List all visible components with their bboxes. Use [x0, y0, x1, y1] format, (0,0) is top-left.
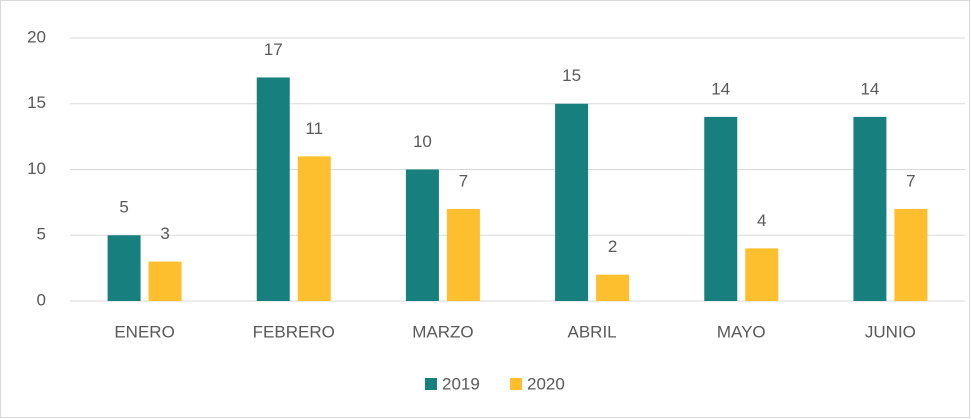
bar [555, 103, 589, 301]
bar [853, 116, 887, 302]
data-label: 5 [119, 198, 128, 217]
data-label: 11 [305, 119, 323, 138]
bar [596, 274, 630, 301]
data-label: 17 [264, 40, 283, 59]
x-tick-label: ABRIL [568, 322, 617, 341]
y-tick-label: 0 [37, 290, 46, 309]
x-tick-label: FEBRERO [253, 322, 335, 341]
bar [297, 156, 331, 301]
legend-label: 2019 [442, 374, 480, 393]
data-label: 7 [906, 171, 915, 190]
x-tick-label: MAYO [717, 322, 766, 341]
legend-swatch [510, 378, 522, 390]
data-label: 15 [562, 66, 581, 85]
bar [446, 208, 480, 301]
y-tick-label: 10 [27, 159, 46, 178]
data-label: 3 [160, 224, 169, 243]
bar [107, 235, 141, 301]
x-tick-label: ENERO [114, 322, 174, 341]
bar [148, 261, 182, 301]
y-tick-label: 20 [27, 27, 46, 46]
data-label: 14 [860, 79, 879, 98]
data-label: 7 [459, 171, 468, 190]
x-tick-label: JUNIO [865, 322, 916, 341]
bar [894, 208, 928, 301]
data-label: 2 [608, 237, 617, 256]
bar [405, 169, 439, 301]
data-label: 4 [757, 211, 766, 230]
legend-label: 2020 [527, 374, 565, 393]
x-tick-label: MARZO [412, 322, 473, 341]
data-label: 10 [413, 132, 432, 151]
data-label: 14 [711, 79, 730, 98]
y-tick-label: 15 [27, 93, 46, 112]
y-tick-label: 5 [37, 225, 46, 244]
bar [256, 77, 290, 301]
legend-swatch [425, 378, 437, 390]
bar [704, 116, 738, 302]
bar [745, 248, 779, 301]
